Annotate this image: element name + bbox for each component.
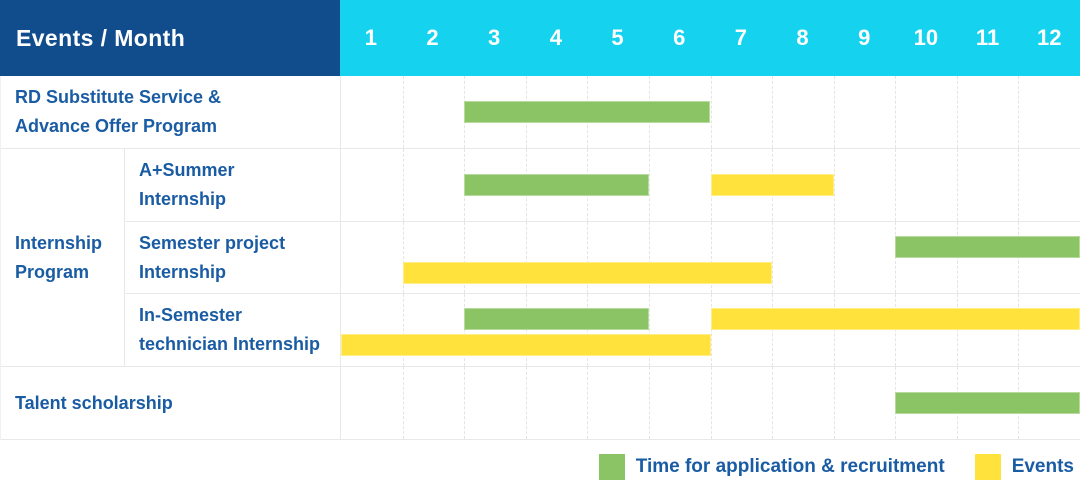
month-label-11: 11 bbox=[975, 25, 1000, 50]
month-gridline bbox=[956, 149, 958, 221]
application-bar bbox=[464, 101, 711, 124]
month-gridline bbox=[464, 366, 466, 439]
group-rows: A+Summer Internship Semester project Inte… bbox=[125, 149, 1080, 366]
month-gridline bbox=[402, 294, 404, 366]
month-gridline bbox=[648, 366, 650, 439]
month-gridline bbox=[833, 366, 835, 439]
month-gridline bbox=[710, 366, 712, 439]
month-gridline bbox=[956, 76, 958, 149]
group-label: Internship Program bbox=[1, 149, 125, 366]
legend-item: Events bbox=[974, 454, 1074, 480]
month-label-12: 12 bbox=[1036, 25, 1062, 50]
schedule-table: Events / Month 1 2 3 4 5 6 7 8 9 10 11 12 RD Substi… bbox=[0, 0, 1080, 440]
month-gridline bbox=[1018, 76, 1020, 149]
month-gridline bbox=[402, 149, 404, 221]
legend-label: Time for application & recruitment bbox=[635, 456, 945, 477]
application-bar bbox=[895, 235, 1080, 258]
month-gridline bbox=[710, 76, 712, 149]
internship-program-group: Internship Program A+Summer Internship Sem… bbox=[1, 149, 1080, 367]
legend-item: Time for application & recruitment bbox=[598, 454, 945, 480]
month-label-3: 3 bbox=[488, 25, 501, 50]
row-label: RD Substitute Service & Advance Offer Pr… bbox=[1, 76, 341, 149]
table-row: A+Summer Internship bbox=[125, 149, 1080, 222]
month-gridline bbox=[402, 221, 404, 294]
month-gridline bbox=[895, 149, 897, 221]
row-label: Semester project Internship bbox=[125, 221, 341, 294]
month-label-2: 2 bbox=[426, 25, 439, 50]
legend-label: Events bbox=[1011, 456, 1074, 477]
table-row: Semester project Internship bbox=[125, 221, 1080, 295]
month-header-row: 1 2 3 4 5 6 7 8 9 10 11 12 bbox=[340, 0, 1080, 76]
chart-cell bbox=[341, 366, 1080, 439]
month-gridline bbox=[587, 221, 589, 294]
row-label: In-Semester technician Internship bbox=[125, 294, 341, 366]
month-label-8: 8 bbox=[796, 25, 809, 50]
month-gridline bbox=[772, 76, 774, 149]
table-body: RD Substitute Service & Advance Offer Pr… bbox=[0, 76, 1080, 440]
month-gridline bbox=[772, 221, 774, 294]
month-gridline bbox=[833, 76, 835, 149]
table-row: In-Semester technician Internship bbox=[125, 294, 1080, 366]
legend: Time for application & recruitment Events bbox=[0, 440, 1080, 494]
month-label-1: 1 bbox=[364, 25, 377, 50]
table-header: Events / Month 1 2 3 4 5 6 7 8 9 10 11 12 bbox=[0, 0, 1080, 76]
month-label-9: 9 bbox=[858, 25, 871, 50]
month-gridline bbox=[833, 221, 835, 294]
application-legend-swatch bbox=[598, 454, 625, 480]
month-gridline bbox=[402, 366, 404, 439]
chart-cell bbox=[341, 294, 1080, 366]
events-legend-swatch bbox=[974, 454, 1001, 480]
table-row: Talent scholarship bbox=[1, 366, 1080, 440]
application-bar bbox=[895, 391, 1080, 414]
table-row: RD Substitute Service & Advance Offer Pr… bbox=[1, 76, 1080, 150]
month-label-5: 5 bbox=[611, 25, 624, 50]
month-gridline bbox=[464, 221, 466, 294]
month-gridline bbox=[833, 149, 835, 221]
month-label-4: 4 bbox=[549, 25, 562, 50]
event-bar bbox=[710, 308, 1080, 331]
month-label-7: 7 bbox=[734, 25, 747, 50]
header-events-month: Events / Month bbox=[0, 0, 340, 76]
chart-cell bbox=[341, 221, 1080, 294]
row-label: Talent scholarship bbox=[1, 366, 341, 439]
application-bar bbox=[464, 173, 649, 196]
chart-cell bbox=[341, 76, 1080, 149]
row-label: A+Summer Internship bbox=[125, 149, 341, 221]
month-gridline bbox=[710, 221, 712, 294]
month-gridline bbox=[587, 366, 589, 439]
month-gridline bbox=[772, 366, 774, 439]
header-title: Events / Month bbox=[16, 24, 186, 51]
month-gridline bbox=[648, 294, 650, 366]
event-bar bbox=[402, 261, 773, 284]
month-label-10: 10 bbox=[913, 25, 939, 50]
chart-cell bbox=[341, 149, 1080, 221]
application-bar bbox=[464, 308, 649, 331]
event-bar bbox=[341, 334, 711, 357]
month-gridline bbox=[525, 366, 527, 439]
month-gridline bbox=[895, 76, 897, 149]
month-gridline bbox=[1018, 149, 1020, 221]
month-gridline bbox=[525, 221, 527, 294]
month-label-6: 6 bbox=[673, 25, 686, 50]
month-gridline bbox=[648, 221, 650, 294]
month-gridline bbox=[648, 149, 650, 221]
month-gridline bbox=[402, 76, 404, 149]
event-bar bbox=[710, 173, 834, 196]
